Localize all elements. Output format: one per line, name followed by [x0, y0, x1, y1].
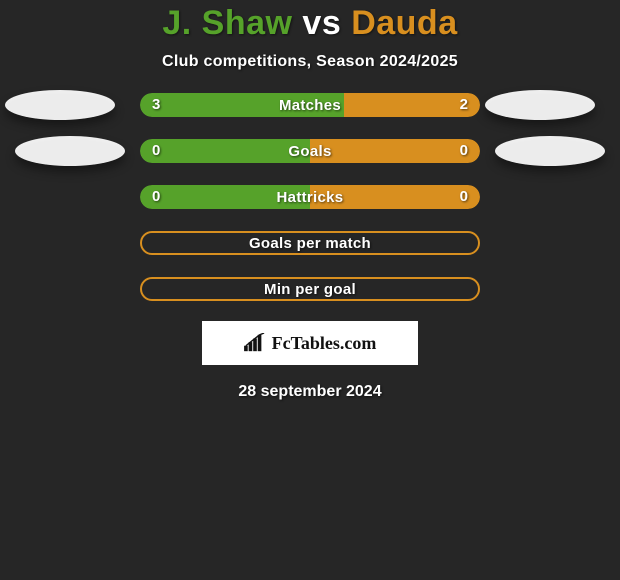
subtitle: Club competitions, Season 2024/2025 [0, 53, 620, 71]
date: 28 september 2024 [0, 383, 620, 401]
stat-pill: Min per goal [140, 277, 480, 301]
stat-pill: Goals per match [140, 231, 480, 255]
title-player2: Dauda [351, 4, 457, 42]
stat-row: Goals00 [0, 139, 620, 163]
stat-row: Goals per match [0, 231, 620, 255]
stat-label: Min per goal [142, 281, 478, 298]
stat-rows: Matches32 Goals00 Hattricks00 Goals per mat… [0, 93, 620, 301]
fill-player1 [140, 139, 310, 163]
comparison-card: J. Shaw vs Dauda Club competitions, Seas… [0, 0, 620, 580]
stat-row: Hattricks00 [0, 185, 620, 209]
fill-player1 [140, 185, 310, 209]
fill-player1 [140, 93, 344, 117]
bar-chart-icon [244, 333, 266, 353]
title: J. Shaw vs Dauda [0, 4, 620, 43]
player-avatar-placeholder [495, 136, 605, 166]
fill-player2 [344, 93, 480, 117]
stat-pill: Goals00 [140, 139, 480, 163]
fill-player2 [310, 185, 480, 209]
stat-row: Min per goal [0, 277, 620, 301]
badge-text: FcTables.com [272, 333, 377, 354]
stat-label: Goals per match [142, 235, 478, 252]
player-avatar-placeholder [5, 90, 115, 120]
player-avatar-placeholder [15, 136, 125, 166]
player-avatar-placeholder [485, 90, 595, 120]
title-player1: J. Shaw [162, 4, 292, 42]
stat-pill: Hattricks00 [140, 185, 480, 209]
title-vs: vs [292, 4, 351, 42]
fill-player2 [310, 139, 480, 163]
source-badge: FcTables.com [202, 321, 418, 365]
stat-row: Matches32 [0, 93, 620, 117]
stat-pill: Matches32 [140, 93, 480, 117]
